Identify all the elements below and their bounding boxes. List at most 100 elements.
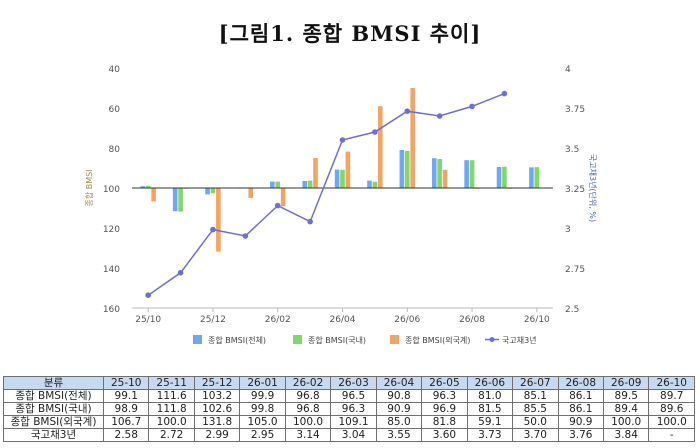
table-header-cell: 25-10: [102, 376, 150, 390]
legend-swatch-3: [390, 335, 399, 344]
right-axis-tick-label: 3.75: [565, 105, 585, 115]
line-point: [177, 270, 184, 276]
bar-1: [205, 188, 210, 195]
table-cell: 85.1: [512, 389, 559, 403]
table-header-cell: 26-06: [466, 376, 514, 390]
table-header-cell: 25-12: [193, 376, 241, 390]
bar-2: [404, 151, 410, 188]
table-cell: 85.0: [375, 415, 423, 429]
table-cell: 2.72: [148, 428, 195, 442]
table-cell: 90.9: [557, 415, 604, 429]
bar-3: [345, 151, 351, 188]
left-axis-tick-label: 160: [103, 305, 120, 315]
page-title: [그림1. 종합 BMSI 추이]: [218, 21, 482, 46]
right-axis-tick-label: 2.5: [565, 305, 579, 315]
table-cell: 86.1: [557, 402, 604, 416]
bar-1: [334, 169, 340, 188]
line-point: [436, 113, 443, 119]
line-point: [339, 137, 346, 143]
legend-label-2: 종합 BMSI(국내): [308, 336, 366, 345]
table-cell: 131.8: [193, 415, 241, 429]
line-point: [307, 218, 313, 225]
table-cell: 100.0: [148, 415, 195, 429]
table-cell: 96.8: [284, 402, 332, 416]
table-cell: 96.5: [330, 389, 377, 403]
table-cell: 3.73: [466, 428, 514, 442]
table-header-cell: 26-10: [648, 376, 695, 390]
x-tick-label: 25/10: [135, 315, 161, 325]
line-point: [145, 292, 151, 298]
bar-1: [172, 188, 178, 212]
table-cell: 81.8: [421, 415, 468, 429]
legend-label-1: 종합 BMSI(전체): [208, 335, 266, 345]
table-cell: 99.8: [239, 402, 286, 416]
bar-2: [534, 167, 540, 188]
table-cell: 102.6: [193, 402, 241, 416]
table-header-cell: 25-11: [148, 376, 195, 390]
bar-2: [340, 169, 345, 188]
table-cell: 111.8: [148, 402, 195, 416]
bar-3: [442, 169, 448, 188]
bar-1: [270, 181, 275, 188]
table-cell: 105.0: [239, 415, 286, 429]
bar-3: [410, 88, 415, 188]
table-row-label: 종합 BMSI(외국계): [3, 415, 104, 429]
legend-swatch-1: [193, 335, 202, 344]
x-tick-label: 26/10: [524, 315, 550, 325]
table-cell: 3.55: [375, 428, 423, 442]
table-header-cell: 26-07: [512, 376, 559, 390]
table-cell: -: [648, 428, 695, 442]
bar-3: [151, 188, 156, 202]
legend-label-3: 종합 BMSI(외국계): [405, 335, 470, 345]
table-cell: 100.0: [648, 415, 695, 429]
table-cell: 2.95: [239, 428, 286, 442]
right-axis-tick-label: 2.75: [565, 265, 585, 275]
line-series: [147, 92, 505, 296]
bar-2: [210, 188, 216, 194]
line-point: [372, 129, 378, 135]
bar-2: [275, 181, 281, 188]
table-cell: 109.1: [330, 415, 377, 429]
left-axis-tick-label: 40: [109, 65, 121, 75]
x-tick-label: 25/12: [200, 315, 226, 325]
bar-1: [399, 150, 405, 188]
left-axis-tick-label: 60: [109, 105, 121, 115]
data-table: 분류 25-10 25-11 25-12 26-01 26-02 26-03 26-04 26…: [3, 376, 695, 442]
table-header-cell: 26-04: [375, 376, 423, 390]
line-point: [274, 202, 281, 209]
right-axis-tick-label: 3: [565, 225, 571, 235]
left-axis-tick-label: 140: [103, 265, 120, 275]
table-cell: 100.0: [602, 415, 650, 429]
bar-1: [431, 158, 437, 188]
table-cell: 85.5: [512, 402, 559, 416]
table-cell: 81.0: [466, 389, 514, 403]
table-cell: 90.8: [375, 389, 423, 403]
table-cell: 111.6: [148, 389, 195, 403]
table-cell: 89.6: [648, 402, 695, 416]
table-cell: 89.7: [648, 389, 695, 403]
bar-3: [313, 158, 318, 188]
left-axis-tick-label: 80: [109, 145, 121, 155]
table-cell: 96.9: [421, 402, 468, 416]
table-row-label: 종합 BMSI(전체): [3, 389, 104, 403]
bar-2: [178, 188, 183, 212]
table-header-cell: 26-09: [602, 376, 650, 390]
table-cell: 3.84: [602, 428, 650, 442]
table-cell: 99.1: [102, 389, 150, 403]
legend-label-4: 국고채3년: [502, 335, 537, 345]
table-cell: 2.58: [102, 428, 150, 442]
table-cell: 89.4: [602, 402, 650, 416]
bar-2: [469, 160, 475, 188]
table-cell: 59.1: [466, 415, 514, 429]
table-cell: 86.1: [557, 389, 604, 403]
left-axis-tick-label: 120: [103, 225, 120, 235]
x-tick-label: 26/06: [394, 315, 420, 325]
table-cell: 2.99: [193, 428, 241, 442]
table-cell: 106.7: [102, 415, 150, 429]
bmsi-chart: 40 60 80 100 120 140 160 4 3.75 3.5 3.25 3 2.75 2.5 종합…: [85, 65, 598, 345]
table-header-cell: 26-02: [284, 376, 332, 390]
x-tick-label: 26/04: [330, 315, 356, 325]
table-cell: 96.3: [421, 389, 468, 403]
line-point: [404, 108, 411, 114]
legend-marker-4: [489, 337, 495, 342]
